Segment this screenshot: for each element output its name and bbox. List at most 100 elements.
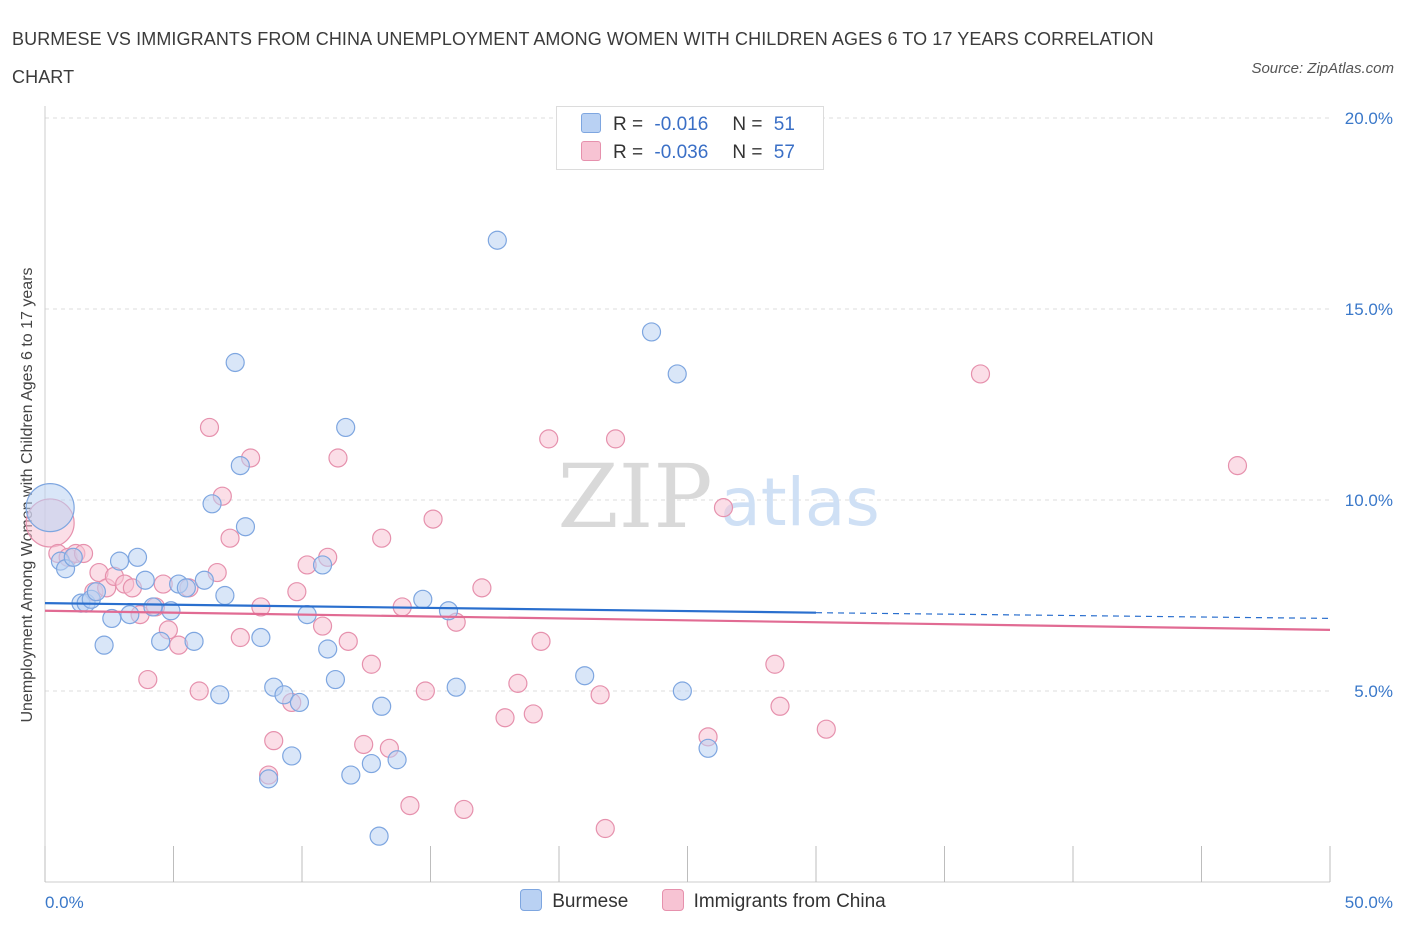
china-point [508,673,528,693]
burmese-point [325,669,346,690]
china-point [495,708,515,728]
burmese-point [641,322,662,342]
tick-labels: 5.0% 10.0% 15.0% 20.0% 0.0% 50.0% [45,109,1393,912]
trend-line-burmese-extension [815,612,1331,620]
burmese-point [230,456,250,476]
china-point [523,704,543,724]
burmese-point [194,570,214,590]
y-tick-label: 10.0% [1345,491,1393,510]
burmese-point [318,639,338,659]
legend-label-china: Immigrants from China [693,891,886,912]
china-point [354,734,374,755]
china-point [287,582,307,602]
legend-r-label: R = [613,114,644,135]
legend-n-label: N = [732,142,763,163]
china-point [230,627,250,648]
burmese-point [235,517,256,537]
china-point [472,578,492,598]
burmese-point [251,627,271,648]
china-point [372,528,392,548]
burmese-point [372,696,392,716]
watermark-atlas: atlas [720,464,880,541]
china-point [970,364,991,384]
china-point [713,498,734,518]
china-point [454,799,474,820]
legend-item-burmese[interactable]: Burmese [520,889,628,913]
china-point [590,685,610,705]
china-point [138,669,158,690]
burmese-point [94,635,114,655]
burmese-point [135,570,155,590]
burmese-point [336,417,356,438]
burmese-point [210,685,230,705]
burmese-point [258,769,279,789]
burmese-point [667,364,687,384]
legend-row-burmese: R = -0.016 N = 51 [581,113,795,137]
burmese-point [369,826,389,846]
burmese-point [161,601,181,621]
china-point [199,417,220,438]
legend-row-china: R = -0.036 N = 57 [581,141,795,165]
y-tick-label: 5.0% [1354,682,1393,701]
burmese-point [413,589,433,609]
china-point [415,681,435,701]
y-tick-label: 20.0% [1345,109,1393,128]
china-point [765,654,785,674]
burmese-point [25,483,75,533]
burmese-point [487,230,507,250]
trend-line-china [44,609,1331,631]
legend-n-value-burmese: 51 [773,114,795,135]
legend-r-label: R = [613,142,644,163]
burmese-point [575,666,595,686]
burmese-point [109,551,130,571]
watermark-zip: ZIP [557,445,712,548]
china-point [531,631,551,651]
china-point [328,448,348,468]
china-point [423,509,443,529]
china-point [605,429,626,449]
chart-source: Source: ZipAtlas.com [1251,60,1394,77]
burmese-point [672,681,692,701]
china-point [361,654,381,674]
axes [44,106,1331,883]
burmese-point [341,765,361,785]
china-point [1227,456,1248,476]
chart-title: BURMESE VS IMMIGRANTS FROM CHINA UNEMPLO… [12,29,1154,87]
burmese-point [215,585,235,606]
burmese-point [102,608,122,629]
legend-swatch-burmese [520,889,543,911]
burmese-point [289,692,310,713]
x-tick-label: 0.0% [45,893,84,912]
burmese-point [361,753,381,774]
china-point [312,616,333,636]
china-point [338,631,358,651]
china-point [400,795,420,816]
china-point [816,719,836,739]
legend-item-china[interactable]: Immigrants from China [661,889,886,913]
burmese-point [387,750,407,770]
trend-lines [44,602,1331,631]
burmese-point [312,555,333,575]
legend-label-burmese: Burmese [552,891,629,912]
legend-n-value-china: 57 [773,142,795,163]
burmese-point [202,494,222,514]
x-tick-label: 50.0% [1345,893,1393,912]
correlation-legend: R = -0.016 N = 51 R = -0.036 N = 57 [556,106,824,170]
china-point [539,429,559,449]
burmese-point [282,746,302,766]
burmese-point [151,631,171,651]
series-legend: Burmese Immigrants from China [0,889,1406,913]
legend-swatch-burmese [581,113,601,133]
legend-r-value-burmese: -0.016 [654,114,709,135]
legend-r-value-china: -0.036 [654,142,709,163]
burmese-point [176,578,196,598]
burmese-point [120,604,140,625]
legend-swatch-china [581,141,601,161]
trend-line-burmese [44,602,817,614]
legend-swatch-china [661,889,684,911]
china-point [220,528,240,548]
series-china-points [25,364,1248,839]
china-point [189,681,209,701]
burmese-point [86,582,107,602]
